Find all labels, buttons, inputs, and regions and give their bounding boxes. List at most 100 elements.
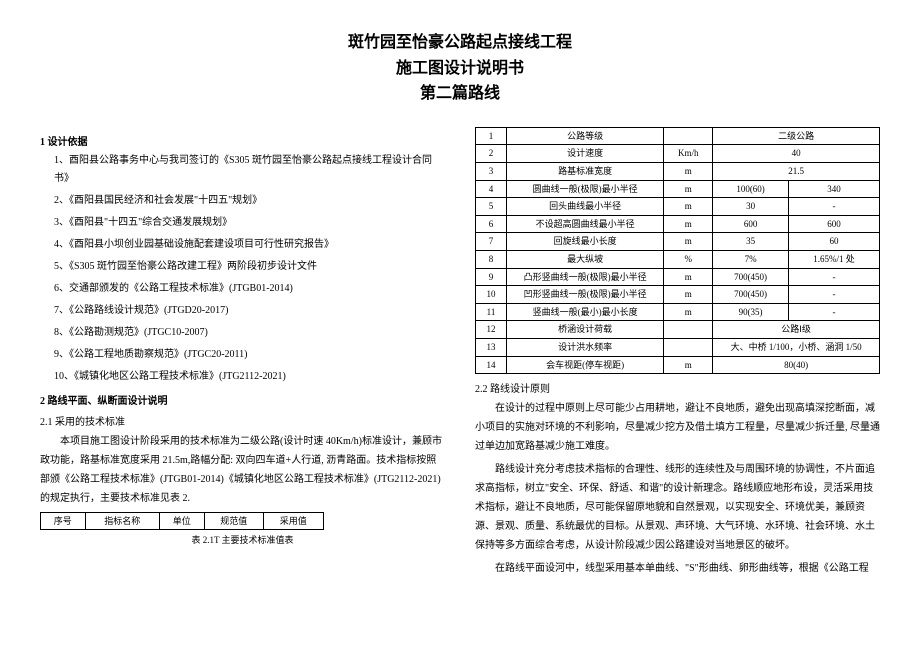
- cell-seq: 12: [476, 321, 507, 339]
- list-item: 7、《公路路线设计规范》(JTGD20-2017): [54, 302, 445, 320]
- cell-seq: 3: [476, 162, 507, 180]
- cell-value: 公路Ⅰ级: [713, 321, 880, 339]
- cell-value: 30: [713, 198, 789, 216]
- cell-seq: 13: [476, 338, 507, 356]
- cell-value: 40: [713, 145, 880, 163]
- cell-seq: 14: [476, 356, 507, 374]
- cell-value: 二级公路: [713, 127, 880, 145]
- table-row: 7回旋线最小长度m3560: [476, 233, 880, 251]
- cell-seq: 9: [476, 268, 507, 286]
- cell-unit: [664, 321, 713, 339]
- cell-used: -: [788, 268, 879, 286]
- main-spec-table: 1公路等级二级公路2设计速度Km/h403路基标准宽度m21.54圆曲线一般(极…: [475, 127, 880, 374]
- table-row: 5回头曲线最小半径m30-: [476, 198, 880, 216]
- th-spec: 规范值: [204, 512, 263, 530]
- cell-name: 凸形竖曲线一般(极限)最小半径: [507, 268, 664, 286]
- cell-seq: 10: [476, 286, 507, 304]
- cell-value: 大、中桥 1/100，小桥、涵洞 1/50: [713, 338, 880, 356]
- table-caption: 表 2.1T 主要技术标准值表: [40, 533, 445, 546]
- th-seq: 序号: [41, 512, 86, 530]
- cell-value: 100(60): [713, 180, 789, 198]
- cell-unit: m: [664, 198, 713, 216]
- cell-name: 公路等级: [507, 127, 664, 145]
- section-2-1-heading: 2.1 采用的技术标准: [40, 413, 445, 428]
- cell-value: 90(35): [713, 303, 789, 321]
- cell-unit: %: [664, 250, 713, 268]
- cell-value: 80(40): [713, 356, 880, 374]
- table-row: 1公路等级二级公路: [476, 127, 880, 145]
- right-column: 1公路等级二级公路2设计速度Km/h403路基标准宽度m21.54圆曲线一般(极…: [475, 127, 880, 582]
- table-row: 9凸形竖曲线一般(极限)最小半径m700(450)-: [476, 268, 880, 286]
- cell-used: -: [788, 303, 879, 321]
- cell-name: 设计速度: [507, 145, 664, 163]
- cell-name: 竖曲线一般(最小)最小长度: [507, 303, 664, 321]
- paragraph: 本项目施工图设计阶段采用的技术标准为二级公路(设计时速 40Km/h)标准设计，…: [40, 432, 445, 508]
- cell-used: 1.65%/1 处: [788, 250, 879, 268]
- section-2-2-heading: 2.2 路线设计原则: [475, 380, 880, 395]
- paragraph: 在设计的过程中原则上尽可能少占用耕地，避让不良地质，避免出现高填深挖断面，减小项…: [475, 399, 880, 456]
- cell-unit: m: [664, 356, 713, 374]
- list-item: 6、交通部颁发的《公路工程技术标准》(JTGB01-2014): [54, 280, 445, 298]
- th-used: 采用值: [264, 512, 323, 530]
- cell-name: 桥涵设计荷载: [507, 321, 664, 339]
- table-row: 8最大纵坡%7%1.65%/1 处: [476, 250, 880, 268]
- table-row: 4圆曲线一般(极限)最小半径m100(60)340: [476, 180, 880, 198]
- cell-unit: m: [664, 268, 713, 286]
- list-item: 9、《公路工程地质勘察规范》(JTGC20-2011): [54, 346, 445, 364]
- cell-name: 路基标准宽度: [507, 162, 664, 180]
- list-item: 4、《酉阳县小坝创业园基础设施配套建设项目可行性研究报告》: [54, 236, 445, 254]
- cell-name: 回头曲线最小半径: [507, 198, 664, 216]
- cell-value: 35: [713, 233, 789, 251]
- cell-used: 600: [788, 215, 879, 233]
- table-row: 2设计速度Km/h40: [476, 145, 880, 163]
- table-row: 13设计洪水频率 大、中桥 1/100，小桥、涵洞 1/50: [476, 338, 880, 356]
- cell-value: 700(450): [713, 268, 789, 286]
- cell-unit: m: [664, 215, 713, 233]
- cell-name: 圆曲线一般(极限)最小半径: [507, 180, 664, 198]
- cell-value: 21.5: [713, 162, 880, 180]
- cell-unit: m: [664, 180, 713, 198]
- cell-used: -: [788, 198, 879, 216]
- cell-unit: [664, 338, 713, 356]
- th-unit: 单位: [159, 512, 204, 530]
- table-row: 14会车视距(停车视距)m80(40): [476, 356, 880, 374]
- cell-name: 凹形竖曲线一般(极限)最小半径: [507, 286, 664, 304]
- paragraph: 在路线平面设河中，线型采用基本单曲线、"S"形曲线、卵形曲线等，根据《公路工程: [475, 559, 880, 578]
- cell-used: 60: [788, 233, 879, 251]
- cell-unit: m: [664, 162, 713, 180]
- cell-unit: m: [664, 233, 713, 251]
- title-line-2: 施工图设计说明书: [40, 56, 880, 82]
- paragraph: 路线设计充分考虑技术指标的合理性、线形的连续性及与周围环境的协调性，不片面追求高…: [475, 460, 880, 555]
- cell-seq: 6: [476, 215, 507, 233]
- section-2-heading: 2 路线平面、纵断面设计说明: [40, 392, 445, 407]
- left-column: 1 设计依据 1、酉阳县公路事务中心与我司签订的《S305 斑竹园至怡豪公路起点…: [40, 127, 445, 582]
- cell-unit: m: [664, 286, 713, 304]
- table-header-row: 序号 指标名称 单位 规范值 采用值: [41, 512, 324, 530]
- cell-seq: 11: [476, 303, 507, 321]
- cell-seq: 8: [476, 250, 507, 268]
- list-item: 8、《公路勘测规范》(JTGC10-2007): [54, 324, 445, 342]
- table-row: 12桥涵设计荷载 公路Ⅰ级: [476, 321, 880, 339]
- list-item: 1、酉阳县公路事务中心与我司签订的《S305 斑竹园至怡豪公路起点接线工程设计合…: [54, 152, 445, 188]
- list-item: 5、《S305 斑竹园至怡豪公路改建工程》两阶段初步设计文件: [54, 258, 445, 276]
- cell-value: 7%: [713, 250, 789, 268]
- two-column-layout: 1 设计依据 1、酉阳县公路事务中心与我司签订的《S305 斑竹园至怡豪公路起点…: [40, 127, 880, 582]
- cell-name: 设计洪水频率: [507, 338, 664, 356]
- cell-value: 600: [713, 215, 789, 233]
- cell-unit: [664, 127, 713, 145]
- table-row: 6不设超高圆曲线最小半径m600600: [476, 215, 880, 233]
- table-row: 10凹形竖曲线一般(极限)最小半径m700(450)-: [476, 286, 880, 304]
- small-index-table: 序号 指标名称 单位 规范值 采用值: [40, 512, 324, 531]
- cell-used: 340: [788, 180, 879, 198]
- cell-name: 回旋线最小长度: [507, 233, 664, 251]
- th-name: 指标名称: [85, 512, 159, 530]
- cell-seq: 5: [476, 198, 507, 216]
- cell-seq: 7: [476, 233, 507, 251]
- list-item: 10、《城镇化地区公路工程技术标准》(JTG2112-2021): [54, 368, 445, 386]
- table-row: 11竖曲线一般(最小)最小长度m90(35)-: [476, 303, 880, 321]
- title-block: 斑竹园至怡豪公路起点接线工程 施工图设计说明书 第二篇路线: [40, 30, 880, 107]
- title-line-1: 斑竹园至怡豪公路起点接线工程: [40, 30, 880, 56]
- cell-used: -: [788, 286, 879, 304]
- cell-name: 最大纵坡: [507, 250, 664, 268]
- title-line-3: 第二篇路线: [40, 81, 880, 107]
